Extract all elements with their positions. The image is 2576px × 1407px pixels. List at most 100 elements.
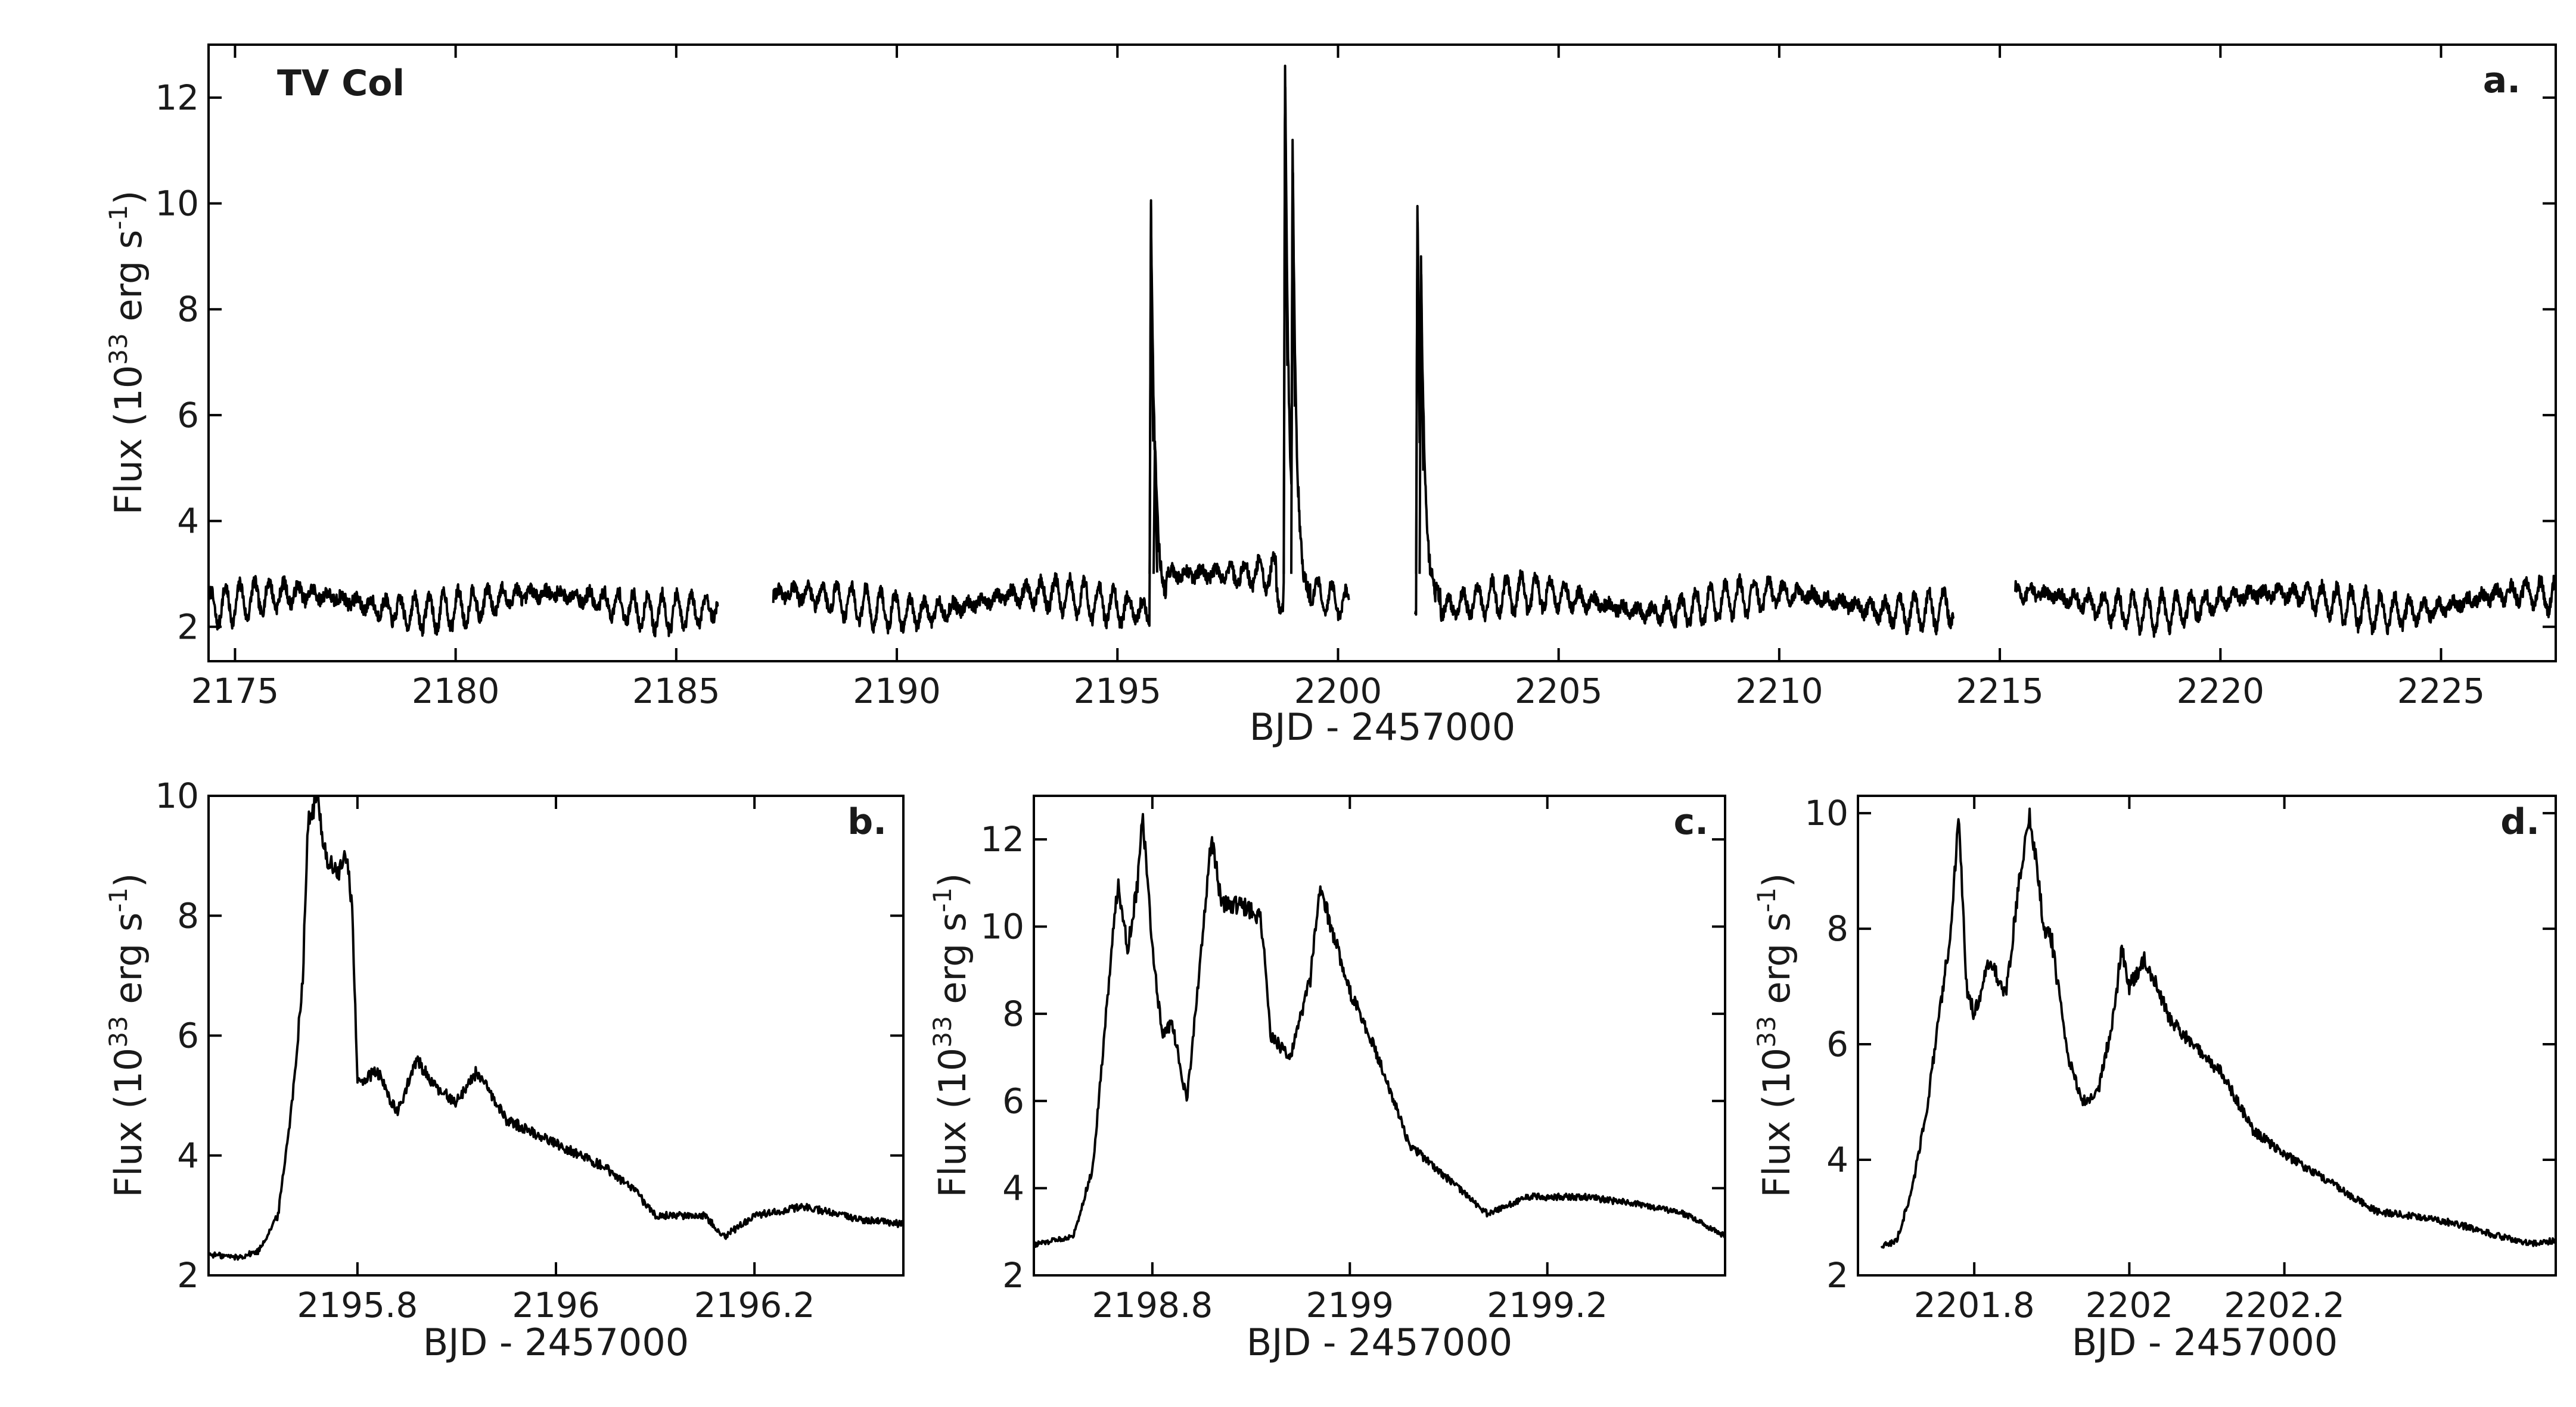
x-tick-label: 2220 — [2176, 671, 2264, 711]
panel-d-ticks: 2201.8 2202 2202.2 2 4 6 8 10 — [1804, 793, 2556, 1325]
panel-a-traces — [207, 64, 2557, 638]
y-tick-label: 2 — [1002, 1255, 1024, 1296]
panel-a-xlabel: BJD - 2457000 — [1250, 705, 1515, 749]
y-tick-label: 10 — [155, 183, 199, 224]
panel-b-xlabel: BJD - 2457000 — [423, 1321, 689, 1364]
ylabel-mid: erg s — [1755, 913, 1798, 1016]
panel-b-ticks: 2195.8 2196 2196.2 2 4 6 8 10 — [155, 776, 903, 1325]
y-tick-label: 2 — [1826, 1255, 1848, 1296]
panel-b-label: b. — [847, 801, 887, 843]
y-tick-label: 10 — [980, 907, 1024, 947]
light-curve-trace — [207, 575, 719, 637]
y-tick-label: 6 — [177, 395, 199, 435]
ylabel-base: Flux (10 — [1755, 1048, 1798, 1198]
ylabel-end: ) — [1755, 873, 1798, 888]
y-tick-label: 12 — [980, 819, 1024, 860]
ylabel-exp2: -1 — [1752, 888, 1781, 913]
y-tick-label: 4 — [1826, 1140, 1848, 1180]
x-tick-label: 2185 — [632, 671, 720, 711]
x-tick-label: 2202.2 — [2224, 1285, 2345, 1325]
ylabel-exp1: 33 — [1752, 1016, 1781, 1047]
panel-d-frame — [1857, 795, 2557, 1277]
light-curve-trace — [1414, 221, 1955, 636]
x-tick-label: 2205 — [1515, 671, 1603, 711]
panel-a-ylabel: Flux (1033 erg s-1) — [104, 191, 150, 515]
light-curve-trace — [207, 795, 905, 1261]
x-tick-label: 2190 — [853, 671, 941, 711]
panel-c-ylabel: Flux (1033 erg s-1) — [928, 873, 974, 1198]
x-tick-label: 2199 — [1306, 1285, 1394, 1325]
y-tick-label: 8 — [177, 895, 199, 936]
panel-c-traces — [1033, 813, 1726, 1248]
ylabel-mid: erg s — [107, 230, 150, 334]
x-tick-label: 2196 — [512, 1285, 600, 1325]
panel-c-plot: 2198.8 2199 2199.2 2 4 6 8 10 12 c. BJD - 245700… — [928, 795, 1726, 1364]
x-tick-label: 2199.2 — [1487, 1285, 1608, 1325]
y-tick-label: 8 — [177, 289, 199, 329]
ylabel-base: Flux (10 — [107, 365, 150, 515]
y-tick-label: 4 — [1002, 1168, 1024, 1209]
y-tick-label: 8 — [1002, 994, 1024, 1034]
panel-d-traces — [1880, 807, 2556, 1249]
ylabel-exp1: 33 — [104, 1016, 133, 1047]
panel-c-xlabel: BJD - 2457000 — [1247, 1321, 1512, 1364]
light-curve-trace — [1033, 813, 1726, 1248]
panel-d-label: d. — [2500, 801, 2540, 843]
panel-a-annotation: TV Col — [277, 63, 405, 104]
x-tick-label: 2201.8 — [1914, 1285, 2035, 1325]
y-tick-label: 2 — [177, 606, 199, 647]
y-tick-label: 10 — [1804, 793, 1848, 833]
flare-peak — [1415, 205, 1421, 574]
flare-peak — [1148, 202, 1155, 574]
panel-a-ticks: 2175 2180 2185 2190 2195 2200 2205 2210 2215 2220… — [155, 45, 2556, 711]
panel-c-label: c. — [1674, 801, 1708, 843]
ylabel-mid: erg s — [107, 913, 150, 1016]
x-tick-label: 2175 — [191, 671, 279, 711]
panel-a-plot: 2175 2180 2185 2190 2195 2200 2205 2210 2215 2220… — [104, 43, 2557, 749]
panel-d-ylabel: Flux (1033 erg s-1) — [1752, 873, 1798, 1198]
panel-d-xlabel: BJD - 2457000 — [2072, 1321, 2338, 1364]
flare-peak — [1290, 138, 1296, 574]
y-tick-label: 10 — [155, 776, 199, 816]
x-tick-label: 2180 — [412, 671, 500, 711]
ylabel-mid: erg s — [931, 913, 974, 1016]
panel-b-traces — [207, 795, 905, 1261]
ylabel-exp1: 33 — [104, 333, 133, 365]
ylabel-exp2: -1 — [928, 888, 957, 913]
y-tick-label: 4 — [177, 501, 199, 541]
y-tick-label: 4 — [177, 1135, 199, 1176]
flare-peak — [1282, 64, 1289, 574]
y-tick-label: 2 — [177, 1255, 199, 1296]
panel-a-label: a. — [2483, 60, 2521, 101]
light-curve-trace — [772, 86, 1350, 635]
ylabel-end: ) — [931, 873, 974, 888]
x-tick-label: 2225 — [2397, 671, 2485, 711]
y-tick-label: 8 — [1826, 908, 1848, 949]
panel-b-ylabel: Flux (1033 erg s-1) — [104, 873, 150, 1198]
ylabel-end: ) — [107, 191, 150, 205]
y-tick-label: 6 — [177, 1016, 199, 1056]
x-tick-label: 2196.2 — [694, 1285, 815, 1325]
flare-peak — [1418, 255, 1425, 574]
ylabel-exp2: -1 — [104, 888, 133, 913]
x-tick-label: 2195.8 — [297, 1285, 418, 1325]
ylabel-end: ) — [107, 873, 150, 888]
light-curve-trace — [1880, 807, 2556, 1249]
y-tick-label: 6 — [1826, 1024, 1848, 1064]
panel-c-frame — [1033, 795, 1726, 1277]
y-tick-label: 6 — [1002, 1081, 1024, 1121]
panel-c-ticks: 2198.8 2199 2199.2 2 4 6 8 10 12 — [980, 796, 1725, 1325]
light-curve-trace — [2014, 574, 2557, 638]
panel-a-frame — [207, 43, 2557, 662]
x-tick-label: 2202 — [2086, 1285, 2174, 1325]
x-tick-label: 2210 — [1735, 671, 1823, 711]
ylabel-base: Flux (10 — [107, 1048, 150, 1198]
ylabel-base: Flux (10 — [931, 1048, 974, 1198]
x-tick-label: 2198.8 — [1092, 1285, 1213, 1325]
x-tick-label: 2195 — [1073, 671, 1161, 711]
flare-peak — [1152, 440, 1158, 574]
y-tick-label: 12 — [155, 77, 199, 118]
